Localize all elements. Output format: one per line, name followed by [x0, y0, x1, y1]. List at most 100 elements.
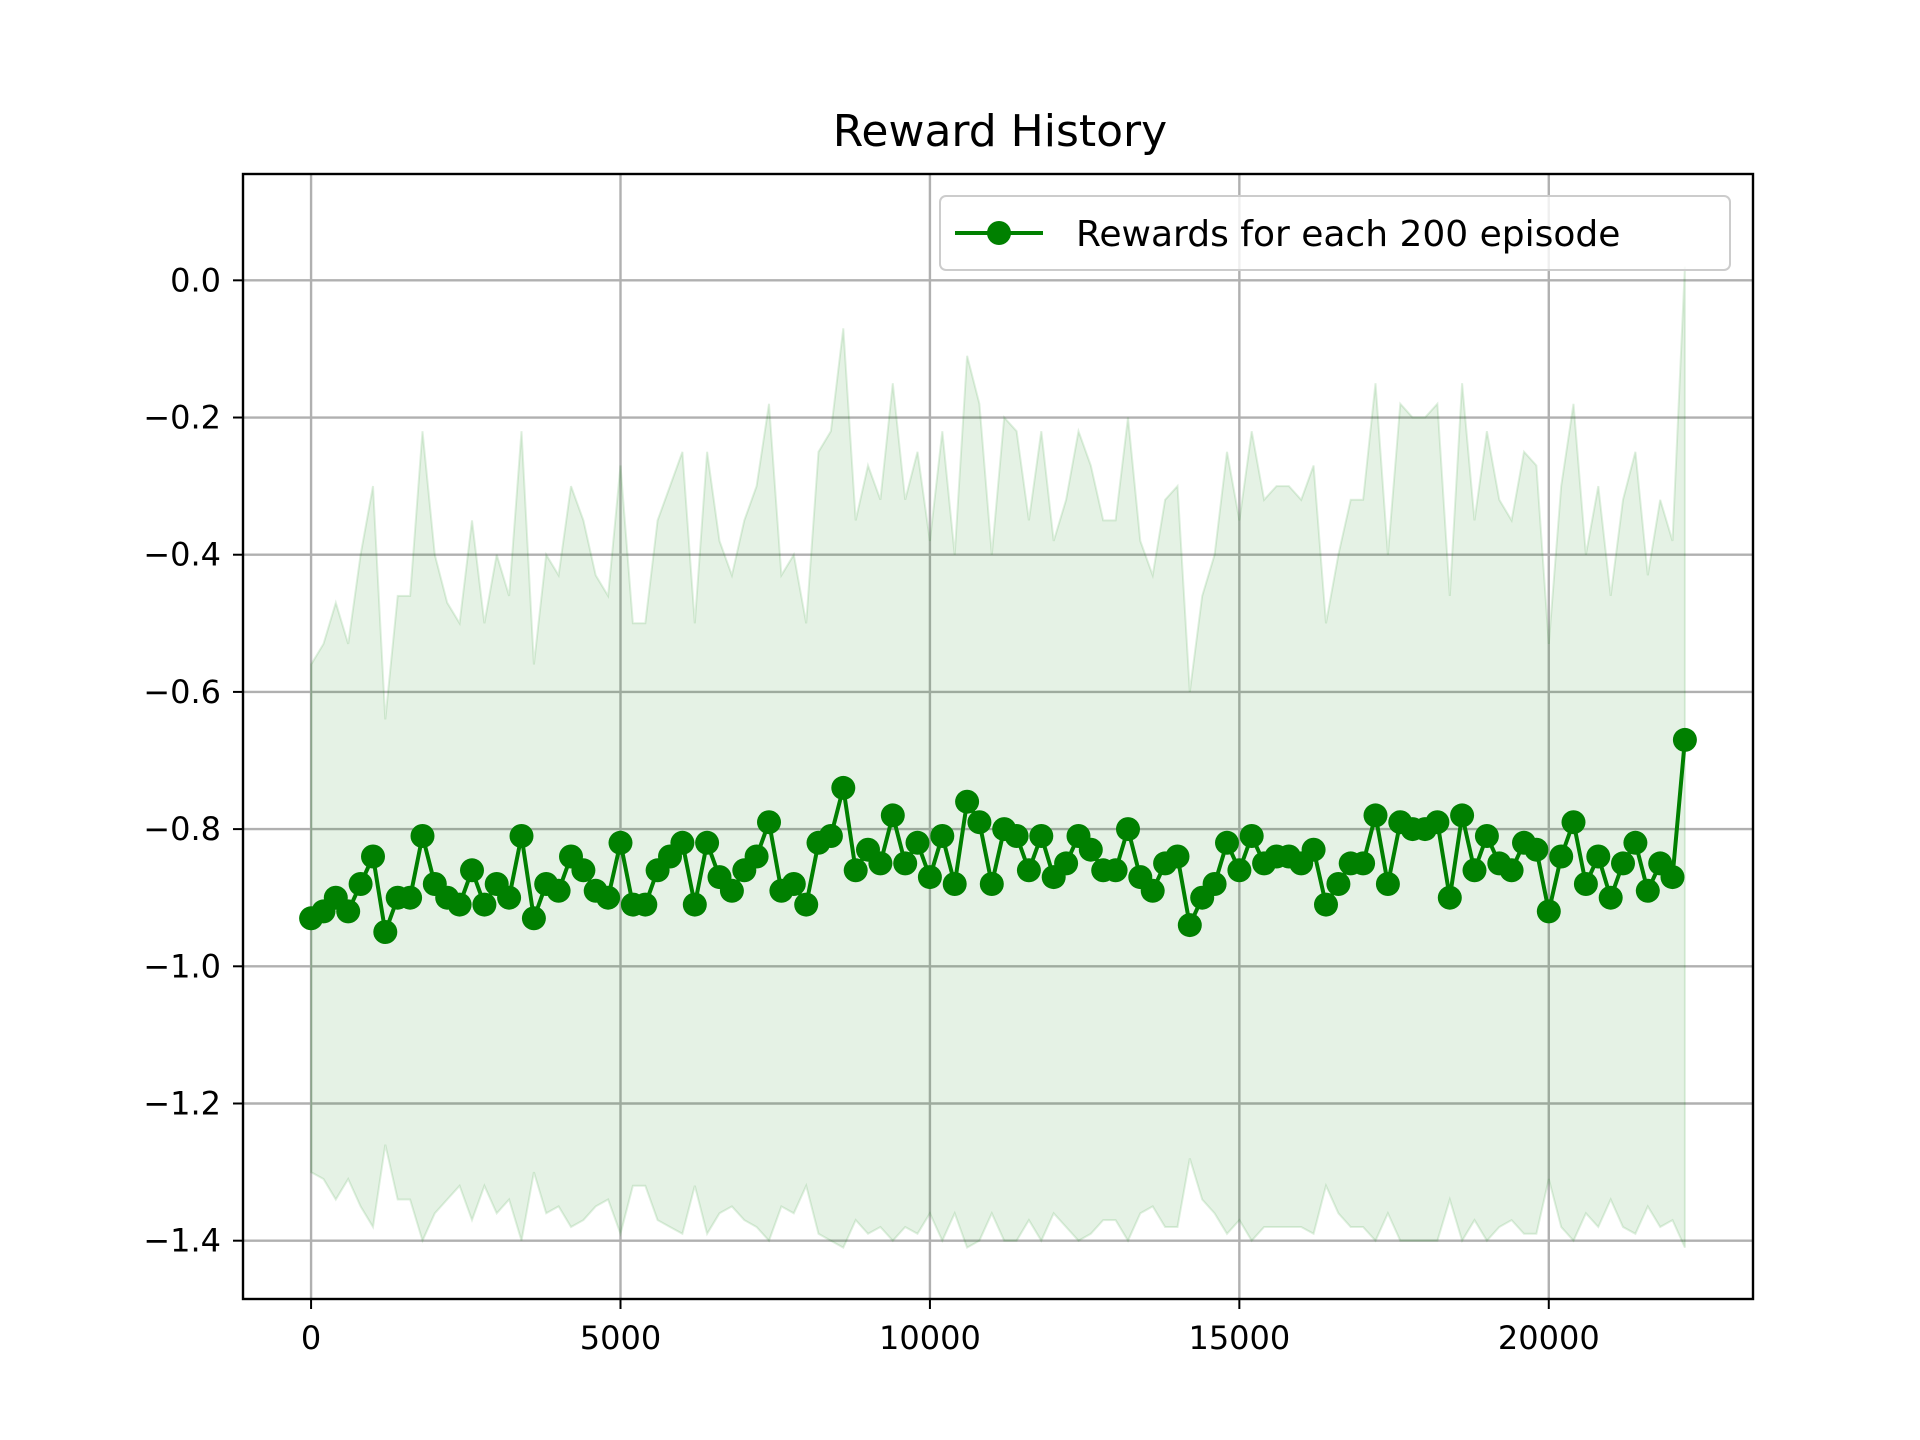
legend-label: Rewards for each 200 episode: [1076, 214, 1620, 255]
x-tick-label: 20000: [1498, 1319, 1600, 1357]
data-point: [1375, 872, 1400, 896]
data-point: [868, 851, 893, 876]
legend-box: [939, 195, 1731, 271]
data-point: [361, 844, 385, 869]
data-point: [757, 810, 781, 835]
data-point: [497, 885, 522, 910]
data-point: [1536, 899, 1561, 924]
data-point: [1103, 858, 1128, 883]
data-point: [1462, 858, 1487, 883]
data-point: [1611, 851, 1635, 876]
data-point: [917, 865, 942, 890]
legend-marker-swatch: [987, 221, 1011, 245]
data-point: [781, 872, 806, 896]
data-point: [633, 892, 658, 917]
data-point: [1623, 830, 1648, 855]
data-point: [460, 858, 484, 883]
y-tick-label: −1.4: [143, 1222, 221, 1260]
data-point: [1116, 817, 1140, 842]
data-point: [1437, 885, 1462, 910]
data-point: [1598, 885, 1623, 910]
data-point: [1215, 830, 1239, 855]
data-point: [373, 920, 398, 944]
data-point: [1314, 892, 1338, 917]
x-tick-label: 15000: [1188, 1319, 1290, 1357]
data-point: [1227, 858, 1252, 883]
y-tick-label: 0.0: [170, 261, 221, 299]
data-point: [831, 775, 856, 800]
data-point: [1474, 824, 1499, 848]
y-tick-label: −0.8: [143, 810, 221, 848]
data-point: [1524, 837, 1549, 862]
data-point: [955, 789, 980, 814]
data-point: [967, 810, 992, 835]
plot-frame: [241, 172, 1755, 1301]
data-point: [336, 899, 361, 924]
data-point: [1450, 803, 1475, 828]
data-point: [843, 858, 868, 883]
reward-range-band: [310, 266, 1686, 1250]
data-point: [1573, 872, 1598, 896]
data-point: [1140, 878, 1165, 903]
data-point: [1054, 851, 1079, 876]
data-point: [1635, 878, 1660, 903]
data-point: [546, 878, 571, 903]
reward-markers: [299, 727, 1697, 944]
data-point: [509, 824, 534, 848]
data-point: [1326, 872, 1351, 896]
data-point: [1301, 837, 1326, 862]
data-point: [794, 892, 819, 917]
data-point: [880, 803, 905, 828]
data-point: [695, 830, 720, 855]
data-point: [818, 824, 843, 848]
data-point: [905, 830, 930, 855]
chart-title: Reward History: [833, 106, 1167, 157]
x-axis-ticks: 0 5000 10000 15000 20000: [301, 1299, 1600, 1357]
y-axis-ticks: 0.0 −0.2 −0.4 −0.6 −0.8 −1.0 −1.2 −1.4: [143, 261, 243, 1260]
data-point: [744, 844, 769, 869]
data-point: [447, 892, 472, 917]
data-point: [1239, 824, 1264, 848]
data-point: [608, 830, 633, 855]
data-point: [571, 858, 596, 883]
data-point: [1586, 844, 1611, 869]
x-tick-label: 5000: [580, 1319, 661, 1357]
data-point: [719, 878, 744, 903]
data-point: [682, 892, 707, 917]
y-tick-label: −1.2: [143, 1084, 221, 1122]
data-point: [930, 824, 955, 848]
data-point: [1363, 803, 1388, 828]
data-point: [398, 885, 423, 910]
data-point: [1029, 824, 1054, 848]
series-line: [310, 739, 1687, 934]
data-point: [1016, 858, 1041, 883]
data-point: [521, 906, 546, 931]
reward-series: [310, 739, 1687, 934]
data-point: [472, 892, 497, 917]
legend: Rewards for each 200 episode: [939, 195, 1731, 271]
band-area: [310, 266, 1686, 1250]
data-point: [1425, 810, 1450, 835]
data-point: [1561, 810, 1586, 835]
data-point: [1549, 844, 1574, 869]
data-point: [1177, 913, 1202, 938]
data-point: [942, 872, 967, 896]
data-point: [1004, 824, 1029, 848]
data-point: [1202, 872, 1227, 896]
y-tick-label: −0.6: [143, 673, 221, 711]
x-tick-label: 10000: [879, 1319, 981, 1357]
data-point: [1499, 858, 1524, 883]
data-point: [596, 885, 621, 910]
data-point: [1351, 851, 1376, 876]
data-point: [979, 872, 1004, 896]
x-tick-label: 0: [301, 1319, 321, 1357]
data-point: [410, 824, 435, 848]
y-tick-label: −0.4: [143, 536, 221, 574]
data-point: [348, 872, 373, 896]
y-tick-label: −0.2: [143, 399, 221, 437]
data-point: [670, 830, 695, 855]
data-point: [1660, 865, 1685, 890]
data-point: [1078, 837, 1103, 862]
data-point: [1672, 727, 1697, 752]
